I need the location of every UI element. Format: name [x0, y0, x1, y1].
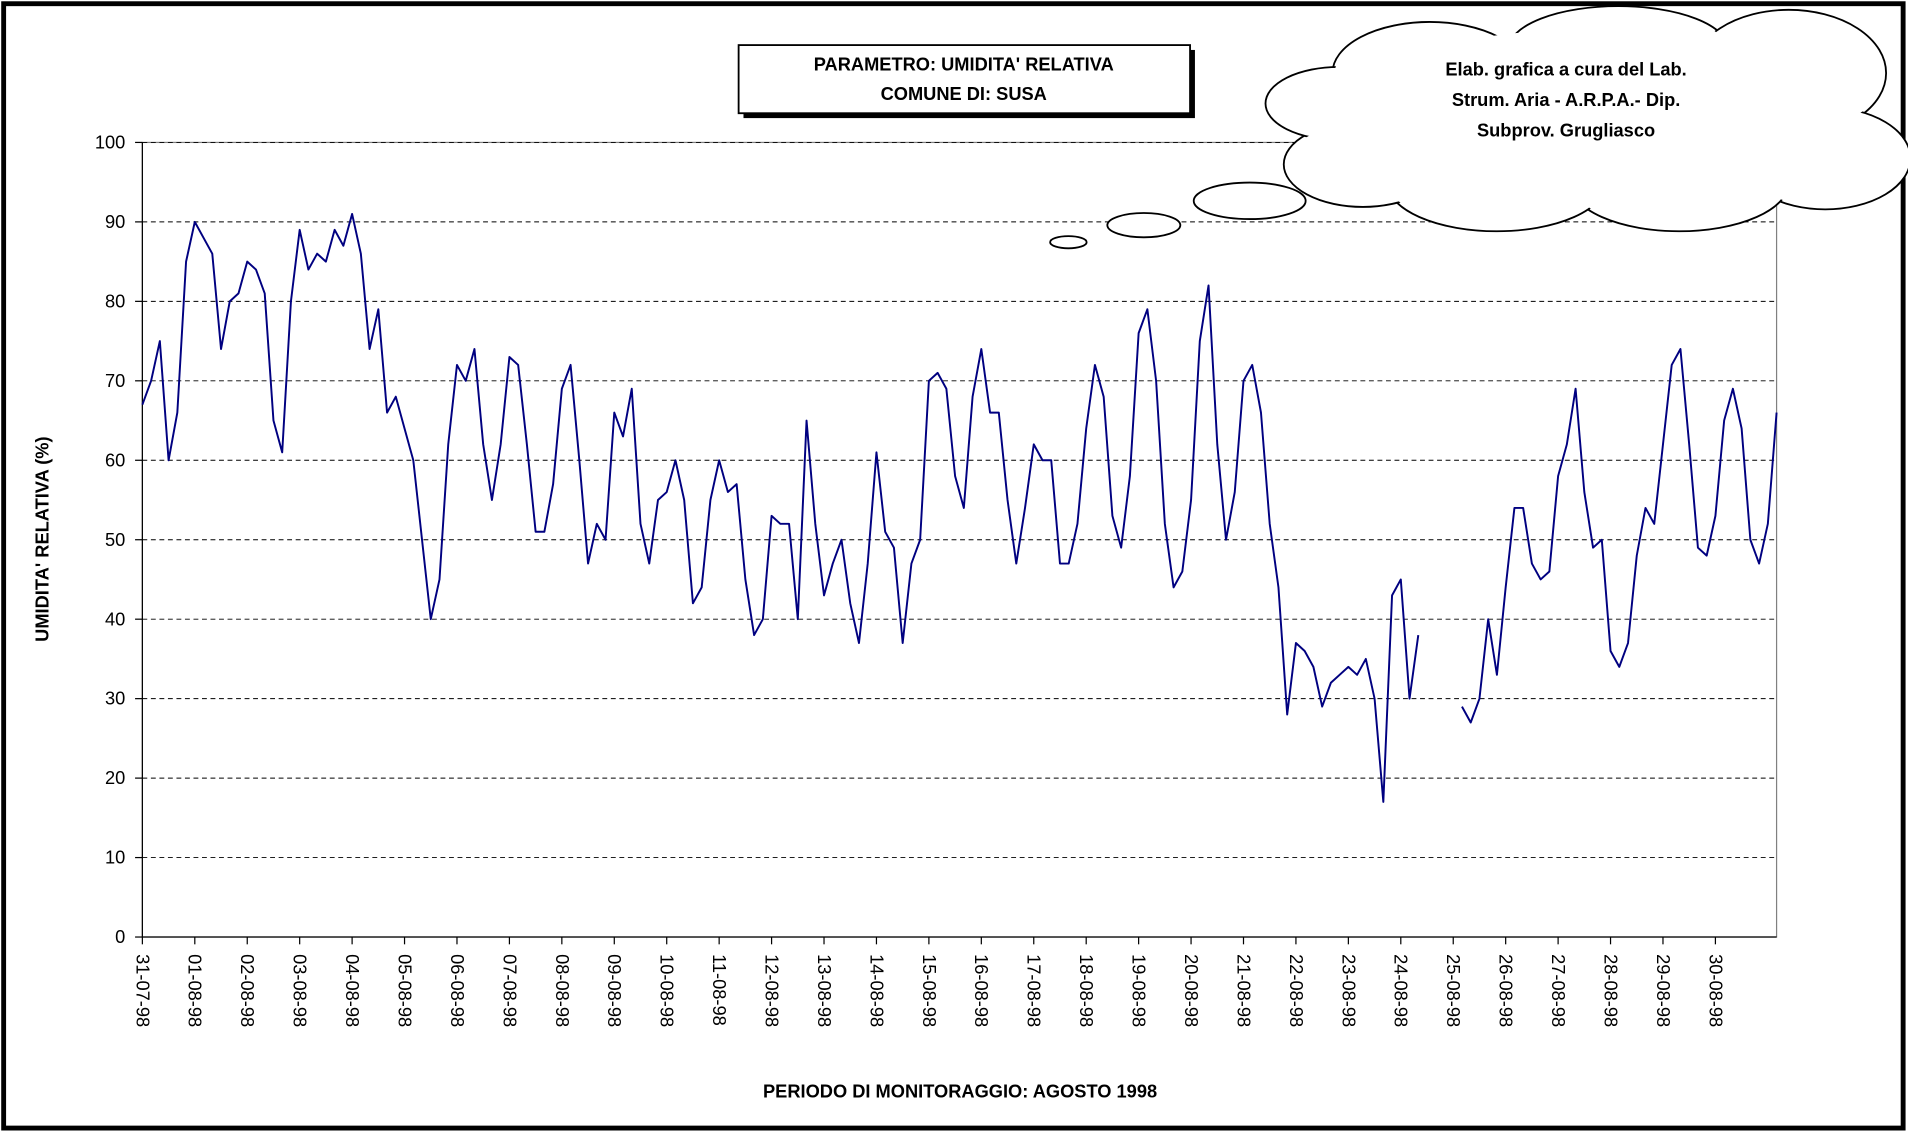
- x-tick-label: 10-08-98: [657, 954, 678, 1027]
- annotation: Subprov. Grugliasco: [1477, 119, 1655, 140]
- y-tick-label: 40: [105, 608, 125, 629]
- x-tick-label: 15-08-98: [919, 954, 940, 1027]
- y-tick-label: 80: [105, 290, 125, 311]
- x-tick-label: 19-08-98: [1129, 954, 1150, 1027]
- x-axis-label: PERIODO DI MONITORAGGIO: AGOSTO 1998: [763, 1081, 1157, 1102]
- annotation: Strum. Aria - A.R.P.A.- Dip.: [1452, 89, 1681, 110]
- x-tick-label: 25-08-98: [1443, 954, 1464, 1027]
- y-tick-label: 100: [95, 132, 125, 153]
- y-tick-label: 0: [115, 926, 125, 947]
- y-tick-label: 10: [105, 847, 125, 868]
- x-tick-label: 31-07-98: [132, 954, 153, 1027]
- x-tick-label: 05-08-98: [394, 954, 415, 1027]
- y-tick-label: 30: [105, 688, 125, 709]
- x-tick-label: 27-08-98: [1548, 954, 1569, 1027]
- x-tick-label: 26-08-98: [1496, 954, 1517, 1027]
- x-tick-label: 16-08-98: [971, 954, 992, 1027]
- y-tick-label: 70: [105, 370, 125, 391]
- x-tick-label: 18-08-98: [1076, 954, 1097, 1027]
- x-tick-label: 28-08-98: [1600, 954, 1621, 1027]
- plot-area: [141, 141, 1778, 938]
- x-tick-label: 02-08-98: [237, 954, 258, 1027]
- x-tick-label: 08-08-98: [552, 954, 573, 1027]
- x-tick-label: 30-08-98: [1705, 954, 1726, 1027]
- chart-title: PARAMETRO: UMIDITA' RELATIVA: [814, 54, 1114, 75]
- x-tick-label: 21-08-98: [1233, 954, 1254, 1027]
- x-tick-label: 01-08-98: [185, 954, 206, 1027]
- x-tick-label: 24-08-98: [1391, 954, 1412, 1027]
- x-tick-label: 07-08-98: [499, 954, 520, 1027]
- x-tick-label: 04-08-98: [342, 954, 363, 1027]
- annotation: Elab. grafica a cura del Lab.: [1445, 59, 1686, 80]
- chart-title: COMUNE DI: SUSA: [881, 83, 1047, 104]
- x-tick-label: 29-08-98: [1653, 954, 1674, 1027]
- x-tick-label: 13-08-98: [814, 954, 835, 1027]
- y-tick-label: 90: [105, 211, 125, 232]
- series: [141, 212, 1778, 803]
- title-box: [737, 44, 1191, 115]
- y-tick-label: 60: [105, 449, 125, 470]
- cloud-fill: [1267, 8, 1908, 229]
- grid: 0 10 20 30 40 50 60 70 80 90 100 31-07-98 01-08-98 02…: [95, 132, 1777, 1027]
- x-tick-label: 14-08-98: [866, 954, 887, 1027]
- x-tick-label: 09-08-98: [604, 954, 625, 1027]
- y-tick-label: 20: [105, 767, 125, 788]
- x-tick-label: 03-08-98: [290, 954, 311, 1027]
- x-tick-label: 20-08-98: [1181, 954, 1202, 1027]
- x-tick-label: 22-08-98: [1286, 954, 1307, 1027]
- data-line: [141, 212, 1778, 803]
- x-tick-label: 17-08-98: [1024, 954, 1045, 1027]
- x-tick-label: 06-08-98: [447, 954, 468, 1027]
- y-axis-label: UMIDITA' RELATIVA (%): [32, 436, 53, 641]
- x-tick-label: 12-08-98: [762, 954, 783, 1027]
- x-tick-label: 11-08-98: [709, 954, 730, 1026]
- x-tick-label: 23-08-98: [1338, 954, 1359, 1027]
- y-tick-label: 50: [105, 529, 125, 550]
